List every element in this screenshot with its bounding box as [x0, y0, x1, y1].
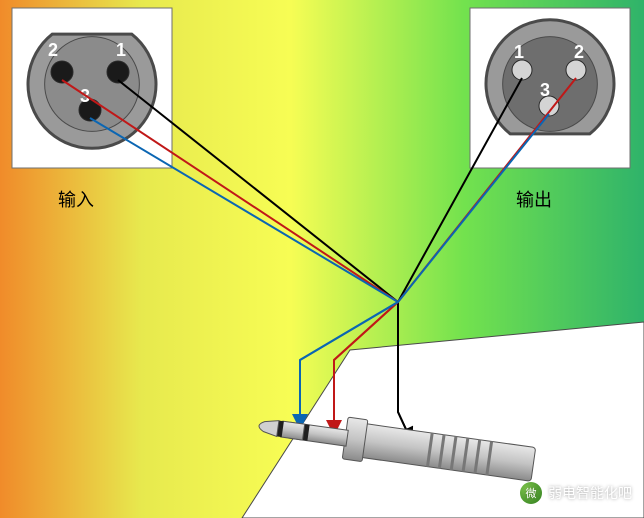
wiring-diagram: 123123	[0, 0, 644, 518]
svg-text:1: 1	[116, 40, 126, 60]
watermark-text: 弱电智能化吧	[548, 483, 632, 503]
right-connector-label: 输出	[516, 186, 552, 212]
svg-text:2: 2	[48, 40, 58, 60]
svg-text:2: 2	[574, 42, 584, 62]
watermark: 微 弱电智能化吧	[520, 482, 632, 504]
svg-text:1: 1	[514, 42, 524, 62]
left-connector-label: 输入	[58, 186, 94, 212]
svg-text:3: 3	[540, 80, 550, 100]
wechat-icon: 微	[520, 482, 542, 504]
